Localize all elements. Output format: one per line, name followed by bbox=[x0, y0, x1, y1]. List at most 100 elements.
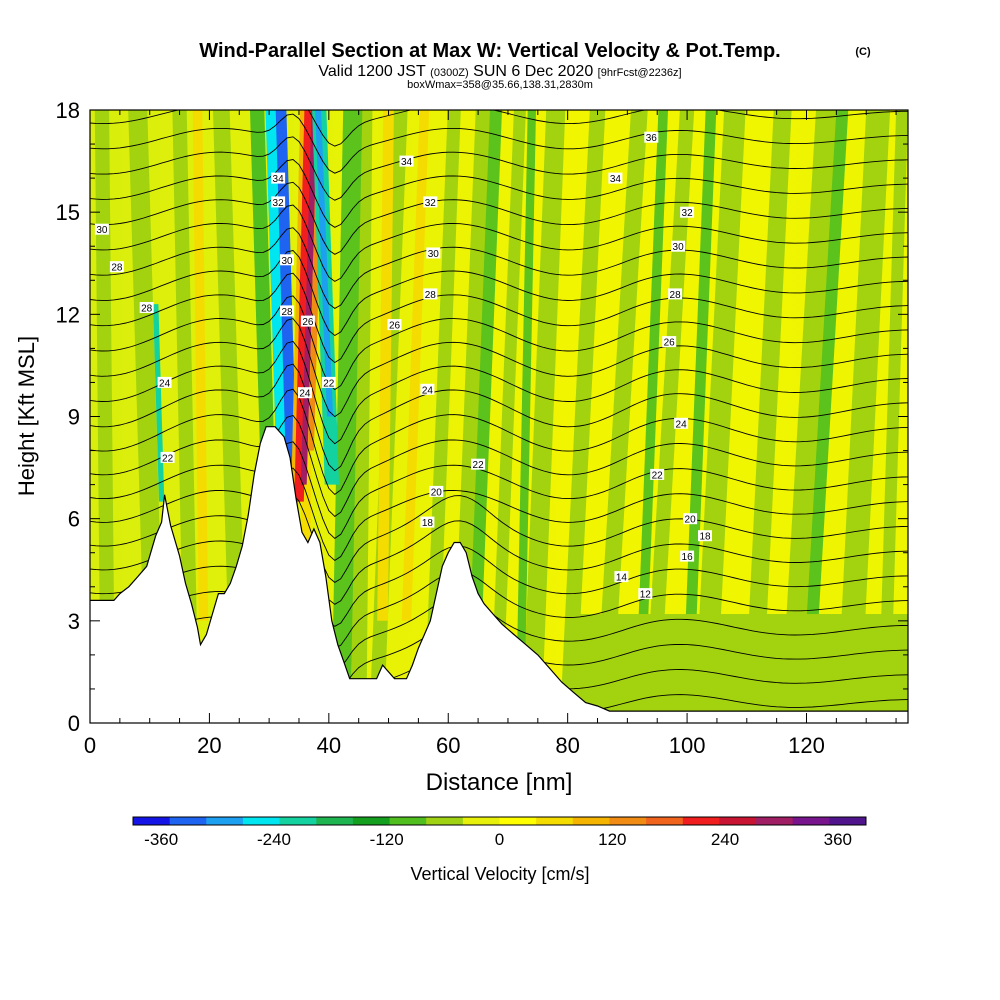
contour-label-10: 30 bbox=[280, 254, 294, 267]
colorbar-swatch bbox=[133, 817, 171, 825]
colorbar-tick-label: -120 bbox=[370, 830, 404, 849]
contour-label-box bbox=[644, 131, 659, 143]
contour-label-box bbox=[680, 550, 695, 562]
downdraft-streak-1 bbox=[466, 110, 502, 712]
contour-label-text: 30 bbox=[428, 249, 440, 260]
x-tick-label: 80 bbox=[555, 733, 579, 758]
contour-label-box bbox=[94, 223, 109, 235]
contour-label-27: 20 bbox=[429, 485, 444, 498]
contour-label-11: 28 bbox=[109, 261, 124, 274]
isentrope-line-14 bbox=[90, 318, 908, 418]
contour-label-text: 24 bbox=[299, 389, 311, 400]
updraft-core-3 bbox=[401, 110, 430, 621]
contour-label-text: 34 bbox=[401, 157, 413, 168]
colorbar-swatch bbox=[719, 817, 757, 825]
contour-label-text: 16 bbox=[682, 552, 694, 563]
y-tick-label: 3 bbox=[68, 609, 80, 634]
subtitle-utc: (0300Z) bbox=[430, 67, 469, 79]
contour-label-23: 22 bbox=[321, 376, 336, 389]
contour-label-box bbox=[280, 305, 294, 317]
wave-blue-right bbox=[315, 110, 333, 417]
updraft-streak-6 bbox=[423, 110, 461, 712]
contour-label-box bbox=[426, 247, 441, 259]
colorbar-swatch bbox=[242, 817, 280, 825]
isentrope-line-23 bbox=[90, 113, 908, 174]
isentrope-line-9 bbox=[90, 441, 908, 539]
chart-title-mark: (C) bbox=[855, 46, 871, 58]
contour-label-20: 24 bbox=[297, 387, 312, 400]
contour-label-box bbox=[429, 485, 444, 497]
colorbar-swatch bbox=[426, 817, 464, 825]
contour-label-text: 36 bbox=[646, 133, 658, 144]
contour-label-8: 30 bbox=[426, 247, 441, 260]
contour-label-4: 32 bbox=[271, 196, 286, 209]
contour-label-26: 22 bbox=[650, 468, 665, 481]
contour-label-24: 22 bbox=[160, 451, 175, 464]
updraft-streak-13 bbox=[694, 110, 746, 712]
x-tick-label: 60 bbox=[436, 733, 460, 758]
contour-label-2: 34 bbox=[608, 172, 623, 185]
colorbar-frame bbox=[132, 816, 867, 826]
colorbar-label: Vertical Velocity [cm/s] bbox=[410, 864, 589, 884]
contour-label-box bbox=[671, 240, 686, 252]
contour-label-17: 26 bbox=[387, 319, 402, 332]
updraft-streak-9 bbox=[522, 110, 566, 712]
isentrope-line-15 bbox=[90, 295, 908, 391]
downdraft-streak-0 bbox=[331, 110, 363, 712]
contour-label-box bbox=[471, 458, 486, 470]
subtitle-valid: Valid 1200 JST bbox=[318, 63, 426, 80]
x-axis-label: Distance [nm] bbox=[426, 769, 573, 796]
contour-label-box bbox=[650, 468, 665, 480]
contour-label-box bbox=[423, 196, 438, 208]
colorbar-swatch bbox=[279, 817, 317, 825]
colorbar-swatch bbox=[682, 817, 720, 825]
colorbar-tick-label: 240 bbox=[711, 830, 739, 849]
contour-label-text: 28 bbox=[425, 290, 437, 301]
x-tick-label: 20 bbox=[197, 733, 221, 758]
isentrope-line-12 bbox=[90, 363, 908, 472]
y-tick-label: 12 bbox=[56, 302, 80, 327]
isentrope-line-22 bbox=[90, 136, 908, 201]
x-tick-label: 40 bbox=[317, 733, 341, 758]
isentrope-line-10 bbox=[90, 414, 908, 517]
contour-label-text: 28 bbox=[141, 304, 153, 315]
contour-label-text: 24 bbox=[422, 385, 434, 396]
contour-label-text: 20 bbox=[685, 515, 697, 526]
colorbar-swatch bbox=[389, 817, 427, 825]
contour-label-box bbox=[109, 261, 124, 273]
contour-label-box bbox=[399, 155, 414, 167]
x-axis-ticks: 0 20 40 60 80 100 120 bbox=[84, 110, 897, 758]
contour-label-box bbox=[160, 451, 175, 463]
contour-label-box bbox=[157, 376, 172, 388]
contour-label-text: 28 bbox=[111, 263, 123, 274]
contour-label-text: 32 bbox=[682, 208, 694, 219]
contour-label-text: 24 bbox=[159, 378, 171, 389]
subtitle-forecast: [9hrFcst@2236z] bbox=[598, 67, 682, 79]
updraft-streak-14 bbox=[743, 110, 792, 712]
colorbar-swatch bbox=[462, 817, 500, 825]
colorbar-swatch bbox=[609, 817, 647, 825]
contour-label-text: 26 bbox=[389, 321, 401, 332]
colorbar-tick-label: 360 bbox=[824, 830, 852, 849]
y-axis-label: Height [Kft MSL] bbox=[14, 336, 39, 496]
colorbar-swatch bbox=[352, 817, 390, 825]
contour-label-text: 12 bbox=[640, 590, 652, 601]
contour-label-box bbox=[698, 530, 712, 542]
isentrope-line-17 bbox=[90, 250, 908, 337]
contour-label-box bbox=[668, 288, 683, 300]
isentrope-line-16 bbox=[90, 272, 908, 364]
contour-label-7: 30 bbox=[94, 223, 109, 236]
contour-label-box bbox=[297, 387, 312, 399]
colorbar: -360 -240 -120 0 120 240 360 bbox=[132, 816, 867, 849]
y-tick-label: 15 bbox=[56, 200, 80, 225]
contour-label-5: 32 bbox=[423, 196, 438, 209]
contour-label-text: 22 bbox=[162, 453, 174, 464]
contour-label-18: 26 bbox=[662, 336, 677, 349]
downdraft-streak-2 bbox=[515, 110, 536, 712]
chart-subtitle: Valid 1200 JST (0300Z) SUN 6 Dec 2020 [9… bbox=[318, 63, 681, 80]
contour-label-text: 22 bbox=[323, 378, 335, 389]
contour-label-box bbox=[139, 302, 154, 313]
isentrope-line-13 bbox=[90, 340, 908, 445]
updraft-streak-17 bbox=[878, 110, 908, 712]
